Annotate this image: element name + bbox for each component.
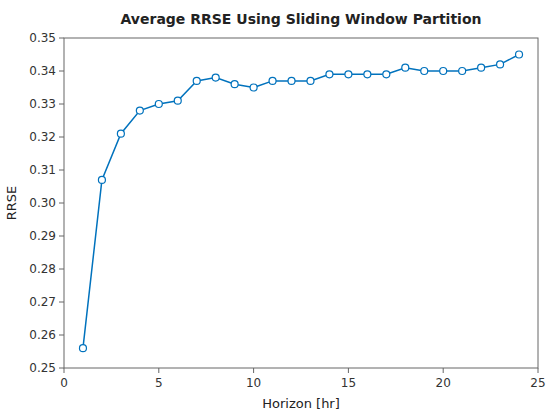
- y-tick-label: 0.30: [29, 196, 56, 210]
- x-tick: [64, 368, 65, 373]
- point: [231, 81, 238, 88]
- x-tick: [158, 368, 159, 373]
- x-axis: 0 5 10 15 20 25: [60, 368, 545, 390]
- point: [326, 71, 333, 78]
- point: [269, 77, 276, 84]
- plot-frame: [64, 38, 538, 368]
- chart: 05101520250.250.260.270.280.290.300.310.…: [0, 0, 560, 420]
- x-axis-label: Horizon [hr]: [262, 396, 340, 411]
- point: [307, 77, 314, 84]
- y-tick-label: 0.25: [29, 361, 56, 375]
- point: [383, 71, 390, 78]
- y-tick: [59, 170, 64, 171]
- line: [83, 55, 519, 349]
- point: [155, 101, 162, 108]
- y-axis: 0.25 0.26 0.27 0.28 0.29 0.30 0.31 0.32 0.33 0.34…: [29, 31, 64, 375]
- y-tick-label: 0.29: [29, 229, 56, 243]
- x-tick-label: 25: [530, 376, 545, 390]
- y-tick: [59, 137, 64, 138]
- x-tick: [443, 368, 444, 373]
- point: [516, 51, 523, 58]
- y-tick: [59, 104, 64, 105]
- series: [79, 51, 522, 352]
- y-tick-label: 0.26: [29, 328, 56, 342]
- x-tick-label: 5: [155, 376, 163, 390]
- y-tick: [59, 368, 64, 369]
- x-tick-label: 0: [60, 376, 68, 390]
- point: [98, 176, 105, 183]
- x-tick-label: 15: [341, 376, 356, 390]
- y-tick: [59, 236, 64, 237]
- point: [250, 84, 257, 91]
- point: [136, 107, 143, 114]
- title: Average RRSE Using Sliding Window Partit…: [121, 11, 482, 27]
- x-tick: [538, 368, 539, 373]
- y-tick: [59, 203, 64, 204]
- point: [174, 97, 181, 104]
- y-tick-label: 0.35: [29, 31, 56, 45]
- y-axis-label: RRSE: [4, 186, 19, 221]
- y-tick-label: 0.28: [29, 262, 56, 276]
- y-tick: [59, 38, 64, 39]
- y-tick-label: 0.31: [29, 163, 56, 177]
- point: [288, 77, 295, 84]
- point: [364, 71, 371, 78]
- point: [345, 71, 352, 78]
- y-tick-label: 0.32: [29, 130, 56, 144]
- point: [402, 64, 409, 71]
- point: [212, 74, 219, 81]
- point: [478, 64, 485, 71]
- x-tick: [348, 368, 349, 373]
- y-tick: [59, 71, 64, 72]
- y-tick-label: 0.27: [29, 295, 56, 309]
- point: [440, 68, 447, 75]
- x-tick: [253, 368, 254, 373]
- y-tick-label: 0.34: [29, 64, 56, 78]
- x-tick-label: 20: [436, 376, 451, 390]
- point: [193, 77, 200, 84]
- y-tick: [59, 269, 64, 270]
- y-tick-label: 0.33: [29, 97, 56, 111]
- point: [497, 61, 504, 68]
- point: [117, 130, 124, 137]
- point: [421, 68, 428, 75]
- y-tick: [59, 335, 64, 336]
- point: [459, 68, 466, 75]
- point: [79, 345, 86, 352]
- y-tick: [59, 302, 64, 303]
- x-tick-label: 10: [246, 376, 261, 390]
